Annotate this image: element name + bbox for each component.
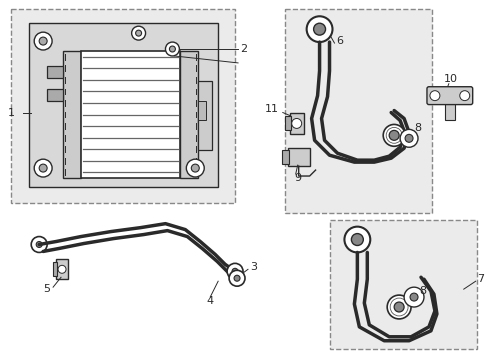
Bar [285,9,432,213]
Circle shape [410,293,418,301]
Bar [180,51,198,178]
Bar [29,23,218,187]
Circle shape [136,30,142,36]
Bar [47,66,63,78]
Circle shape [39,37,47,45]
Bar [445,103,455,121]
Bar [288,148,310,166]
Circle shape [34,159,52,177]
Bar [81,51,180,178]
Circle shape [460,91,470,100]
Bar [53,262,57,276]
Circle shape [186,159,204,177]
Bar [63,51,81,178]
Circle shape [166,42,179,56]
Circle shape [394,302,404,312]
Text: 1: 1 [7,108,14,117]
Circle shape [344,227,370,252]
Text: 4: 4 [207,296,214,306]
Circle shape [404,287,424,307]
Text: 9: 9 [294,173,302,183]
FancyBboxPatch shape [427,87,473,105]
Text: 8: 8 [414,123,421,134]
Bar [282,150,289,164]
Circle shape [400,129,418,147]
Circle shape [39,164,47,172]
Circle shape [292,118,302,129]
Circle shape [227,264,243,279]
Circle shape [191,164,199,172]
Circle shape [170,46,175,52]
Text: 8: 8 [419,286,426,296]
Circle shape [389,130,399,140]
Circle shape [430,91,440,100]
Circle shape [232,268,238,274]
Circle shape [383,125,405,146]
Text: 3: 3 [250,262,257,272]
Bar [198,100,206,121]
Circle shape [58,265,66,273]
Bar [56,260,68,279]
Circle shape [234,275,240,281]
Text: 2: 2 [240,44,247,54]
Circle shape [351,234,363,246]
Text: 6: 6 [337,36,343,46]
Bar [285,117,291,130]
Text: 10: 10 [444,74,458,84]
Bar [198,81,212,150]
Bar [329,220,477,349]
Bar [47,89,63,100]
Circle shape [132,26,146,40]
Circle shape [387,295,411,319]
Circle shape [36,242,42,247]
Circle shape [307,16,333,42]
Bar [290,113,304,134]
Circle shape [229,270,245,286]
Text: 11: 11 [265,104,279,113]
Circle shape [314,23,325,35]
Circle shape [34,32,52,50]
Circle shape [31,237,47,252]
Bar [11,9,235,203]
Text: 7: 7 [477,274,484,284]
Circle shape [405,134,413,142]
Text: 5: 5 [43,284,50,294]
